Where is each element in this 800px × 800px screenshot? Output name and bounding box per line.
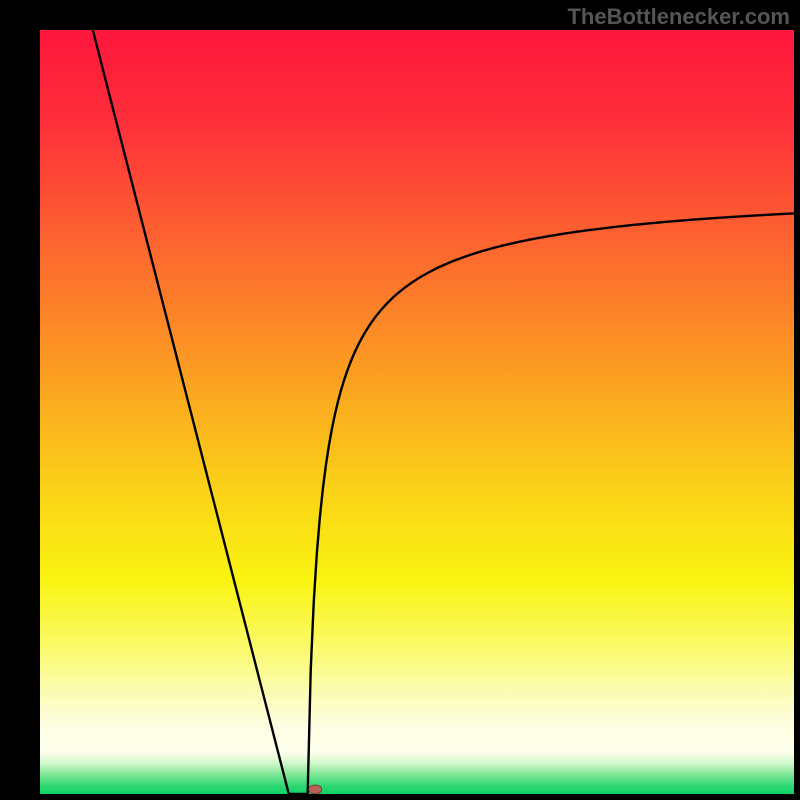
watermark-text: TheBottlenecker.com	[567, 4, 790, 30]
plot-area	[40, 30, 794, 794]
gradient-background	[40, 30, 794, 794]
optimal-point-marker	[309, 785, 322, 794]
plot-svg	[40, 30, 794, 794]
